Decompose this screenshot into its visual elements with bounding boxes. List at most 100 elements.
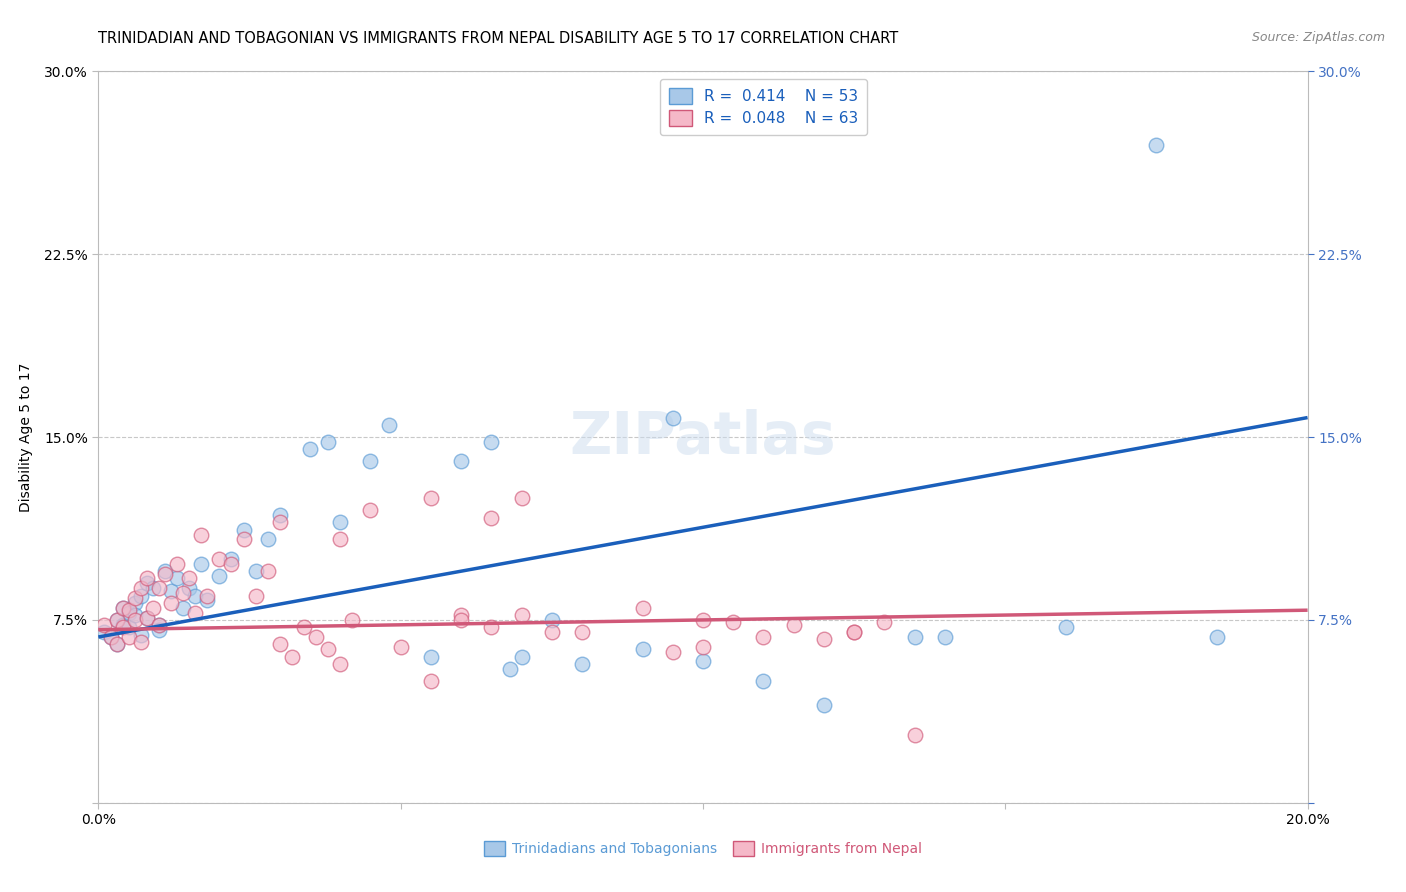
Point [420, 491, 443, 505]
Point [148, 581, 170, 595]
Point [1054, 620, 1077, 634]
Legend: Trinidadians and Tobagonians, Immigrants from Nepal: Trinidadians and Tobagonians, Immigrants… [478, 836, 928, 862]
Point [179, 581, 201, 595]
Point [118, 630, 141, 644]
Point [105, 637, 128, 651]
Point [631, 642, 654, 657]
Point [195, 593, 218, 607]
Point [232, 523, 254, 537]
Point [124, 608, 146, 623]
Point [148, 617, 170, 632]
Point [342, 613, 364, 627]
Point [124, 591, 146, 605]
Point [904, 727, 927, 741]
Point [329, 533, 352, 547]
Point [510, 649, 533, 664]
Point [153, 566, 176, 581]
Point [111, 600, 134, 615]
Point [631, 600, 654, 615]
Point [360, 454, 382, 468]
Point [540, 625, 562, 640]
Point [783, 617, 806, 632]
Point [195, 589, 218, 603]
Point [153, 564, 176, 578]
Point [135, 576, 157, 591]
Point [873, 615, 896, 630]
Point [934, 630, 956, 644]
Point [166, 557, 188, 571]
Point [450, 454, 472, 468]
Point [100, 630, 122, 644]
Point [172, 600, 194, 615]
Point [481, 434, 503, 449]
Point [281, 649, 304, 664]
Point [118, 606, 141, 620]
Text: TRINIDADIAN AND TOBAGONIAN VS IMMIGRANTS FROM NEPAL DISABILITY AGE 5 TO 17 CORRE: TRINIDADIAN AND TOBAGONIAN VS IMMIGRANTS… [98, 31, 898, 46]
Point [571, 657, 593, 671]
Point [661, 410, 683, 425]
Point [100, 630, 122, 644]
Point [221, 557, 243, 571]
Point [269, 508, 291, 522]
Point [752, 673, 775, 688]
Point [245, 564, 267, 578]
Point [510, 491, 533, 505]
Point [129, 635, 152, 649]
Point [142, 581, 165, 595]
Point [661, 645, 683, 659]
Point [329, 516, 352, 530]
Point [190, 557, 212, 571]
Point [160, 596, 183, 610]
Point [142, 600, 165, 615]
Point [481, 620, 503, 634]
Point [299, 442, 322, 457]
Point [111, 620, 134, 634]
Point [377, 417, 399, 432]
Point [105, 613, 128, 627]
Text: ZIPatlas: ZIPatlas [569, 409, 837, 466]
Point [148, 617, 170, 632]
Point [179, 572, 201, 586]
Point [292, 620, 315, 634]
Point [1206, 630, 1229, 644]
Point [190, 527, 212, 541]
Point [752, 630, 775, 644]
Point [256, 533, 278, 547]
Point [148, 623, 170, 637]
Point [118, 620, 141, 634]
Point [105, 637, 128, 651]
Point [124, 613, 146, 627]
Point [844, 625, 866, 640]
Point [245, 589, 267, 603]
Point [221, 552, 243, 566]
Point [269, 516, 291, 530]
Point [420, 673, 443, 688]
Y-axis label: Disability Age 5 to 17: Disability Age 5 to 17 [20, 362, 32, 512]
Point [420, 649, 443, 664]
Point [269, 637, 291, 651]
Point [129, 627, 152, 641]
Point [232, 533, 254, 547]
Point [316, 434, 339, 449]
Point [1144, 137, 1167, 152]
Point [481, 510, 503, 524]
Point [160, 583, 183, 598]
Point [256, 564, 278, 578]
Point [208, 569, 231, 583]
Point [118, 603, 141, 617]
Point [844, 625, 866, 640]
Point [184, 589, 207, 603]
Point [692, 613, 714, 627]
Point [129, 589, 152, 603]
Point [904, 630, 927, 644]
Point [692, 640, 714, 654]
Point [329, 657, 352, 671]
Point [692, 654, 714, 668]
Point [111, 600, 134, 615]
Point [450, 608, 472, 623]
Point [166, 572, 188, 586]
Point [540, 613, 562, 627]
Point [111, 617, 134, 632]
Point [93, 617, 115, 632]
Point [129, 581, 152, 595]
